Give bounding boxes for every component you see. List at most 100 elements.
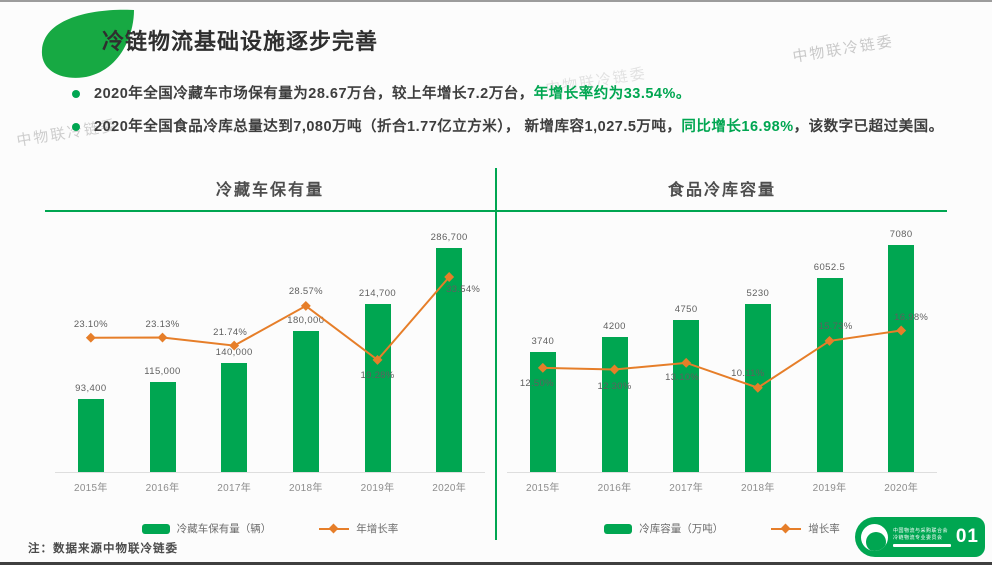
growth-rate-label: 15.73% [818,320,853,332]
bar [77,399,104,472]
bar [149,382,176,472]
legend-label: 冷藏车保有量（辆） [176,523,272,535]
chart-refrigerated-trucks: 冷藏车保有量 93,400 115,000 140,000 180,000 214,70… [45,168,495,540]
growth-rate-label: 23.10% [73,318,108,330]
x-tick-label: 2020年 [432,483,467,494]
x-tick-label: 2016年 [597,483,632,494]
section-divider [495,168,497,540]
bullet-dot-icon [72,123,80,131]
growth-rate-label: 28.57% [288,285,323,297]
leaf-logo-icon [41,9,135,78]
x-tick-label: 2018年 [740,483,775,494]
legend-item-bar: 冷库容量（万吨） [604,521,723,536]
x-tick-label: 2017年 [217,483,252,494]
growth-rate-line [537,325,907,393]
x-tick-label: 2015年 [525,483,560,494]
highlighted-text: 同比增长16.98% [681,119,794,135]
legend-label: 增长率 [808,523,840,535]
x-axis: 2015年 2016年 2017年 2018年 2019年 2020年 [55,473,485,495]
bar [436,248,463,472]
highlighted-text: 年增长率约为33.54%。 [533,86,691,102]
growth-rate-label: 16.98% [894,311,929,323]
bar-value-label: 5230 [746,288,770,300]
legend-label: 冷库容量（万吨） [639,523,724,535]
line-marker-icon [319,525,350,533]
bar [816,278,843,472]
bar [744,304,771,472]
bar-value-label: 7080 [889,229,913,241]
x-tick-label: 2020年 [884,483,919,494]
org-logo-icon [861,523,888,551]
growth-rate-line [85,272,455,365]
chart-legend: 冷库容量（万吨） 增长率 [497,521,947,536]
x-tick-label: 2019年 [812,483,847,494]
growth-rate-label: 33.54% [446,284,481,295]
bullet-text: 2020年全国冷藏车市场保有量为28.67万台，较上年增长7.2万台， [94,86,534,102]
bar [673,319,700,472]
bar-value-label: 3740 [531,336,555,348]
bar-value-label: 115,000 [144,366,181,378]
bar-swatch-icon [141,523,170,534]
legend-label: 年增长率 [356,523,399,535]
chart-canvas: 3740 4200 4750 5230 6052.5 7080 12.50% 12.30% 13… [507,222,937,473]
bullet-item: 2020年全国食品冷库总量达到7,080万吨（折合1.77亿立方米）， 新增库容… [68,115,948,139]
x-tick-label: 2018年 [288,483,323,494]
chart-legend: 冷藏车保有量（辆） 年增长率 [45,521,495,536]
bar [221,362,248,472]
legend-item-line: 增长率 [771,521,840,536]
bullet-text: ，该数字已超过美国。 [793,119,944,135]
chart-title: 冷藏车保有量 [215,182,324,199]
bullet-list: 2020年全国冷藏车市场保有量为28.67万台，较上年增长7.2万台，年增长率约… [68,82,948,148]
bar [888,245,915,472]
line-marker-icon [771,525,802,533]
bar-value-label: 4200 [603,321,626,333]
x-axis: 2015年 2016年 2017年 2018年 2019年 2020年 [507,473,937,495]
chart-cold-storage: 食品冷库容量 3740 4200 4750 5230 6052.5 7080 12.50% 1… [497,168,947,540]
growth-rate-label: 13.10% [665,371,700,383]
bullet-item: 2020年全国冷藏车市场保有量为28.67万台，较上年增长7.2万台，年增长率约… [68,82,948,106]
bar-value-label: 4750 [674,303,698,315]
frame-top-edge [0,0,992,2]
org-name-line1: 中国物流与采购联合会 [893,527,949,534]
legend-item-line: 年增长率 [319,521,398,536]
x-tick-label: 2016年 [145,483,180,494]
frame-bottom-edge [0,562,992,565]
growth-rate-label: 10.11% [731,367,765,379]
growth-rate-label: 23.13% [145,318,180,330]
bar-swatch-icon [604,523,633,534]
bar [292,331,319,472]
bar-value-label: 180,000 [287,315,325,327]
bar-value-label: 214,700 [358,288,397,300]
org-name: 中国物流与采购联合会 冷链物流专业委员会 [893,528,951,547]
chart-canvas: 93,400 115,000 140,000 180,000 214,700 286,70… [55,222,485,473]
charts-section: 冷藏车保有量 93,400 115,000 140,000 180,000 214,70… [45,168,947,540]
growth-rate-label: 12.50% [519,377,554,389]
org-name-line2: 冷链物流专业委员会 [893,534,943,541]
chart-title-underline [45,210,495,212]
bar-value-label: 6052.5 [813,262,846,274]
growth-rate-label: 19.28% [360,369,395,381]
bar [364,304,391,472]
watermark: 中物联冷链委 [791,33,895,66]
bar-value-label: 286,700 [430,232,468,244]
x-tick-label: 2019年 [360,483,395,494]
bar-value-label: 140,000 [215,346,253,358]
page-badge: 中国物流与采购联合会 冷链物流专业委员会 01 [855,517,985,557]
bullet-dot-icon [72,90,80,98]
bar [529,352,556,472]
bar-value-label: 93,400 [75,383,107,395]
badge-underline [893,543,951,547]
page-title: 冷链物流基础设施逐步完善 [102,29,379,54]
x-tick-label: 2017年 [669,483,704,494]
growth-rate-label: 21.74% [213,326,248,338]
bar [601,337,628,472]
chart-title: 食品冷库容量 [667,182,776,199]
chart-title-underline [497,210,947,212]
bullet-text: 2020年全国食品冷库总量达到7,080万吨（折合1.77亿立方米）， 新增库容… [94,119,682,135]
legend-item-bar: 冷藏车保有量（辆） [141,521,272,536]
footnote: 注：数据来源中物联冷链委 [28,543,178,555]
growth-rate-label: 12.30% [597,380,632,392]
page-number: 01 [955,526,979,547]
x-tick-label: 2015年 [73,483,108,494]
